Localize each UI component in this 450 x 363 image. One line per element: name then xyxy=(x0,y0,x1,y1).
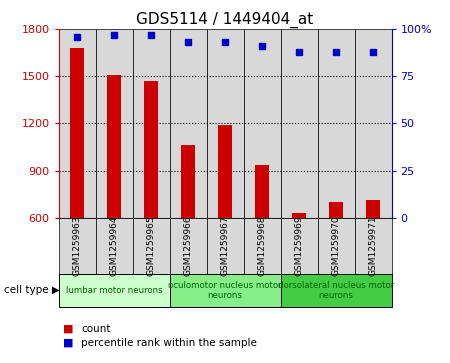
Bar xyxy=(70,48,85,218)
Text: oculomotor nucleus motor
neurons: oculomotor nucleus motor neurons xyxy=(168,281,282,300)
Text: count: count xyxy=(81,323,111,334)
Bar xyxy=(365,200,380,218)
Bar xyxy=(255,165,270,218)
Bar xyxy=(132,29,170,218)
Title: GDS5114 / 1449404_at: GDS5114 / 1449404_at xyxy=(136,12,314,28)
Text: GSM1259970: GSM1259970 xyxy=(332,216,341,276)
Text: lumbar motor neurons: lumbar motor neurons xyxy=(66,286,162,295)
Text: GSM1259965: GSM1259965 xyxy=(147,216,156,276)
Bar xyxy=(292,213,306,218)
Bar xyxy=(243,29,280,218)
Text: cell type ▶: cell type ▶ xyxy=(4,285,60,295)
Text: dorsolateral nucleus motor
neurons: dorsolateral nucleus motor neurons xyxy=(278,281,394,300)
Text: GSM1259971: GSM1259971 xyxy=(369,216,378,276)
Bar xyxy=(218,125,232,218)
Bar xyxy=(170,29,207,218)
Text: GSM1259968: GSM1259968 xyxy=(257,216,266,276)
Text: GSM1259964: GSM1259964 xyxy=(109,216,118,276)
Text: GSM1259966: GSM1259966 xyxy=(184,216,193,276)
Text: GSM1259963: GSM1259963 xyxy=(72,216,81,276)
Bar xyxy=(207,29,243,218)
Text: GSM1259967: GSM1259967 xyxy=(220,216,230,276)
Bar xyxy=(355,29,392,218)
Text: ■: ■ xyxy=(63,323,73,334)
Bar xyxy=(95,29,132,218)
Bar xyxy=(180,146,195,218)
Bar xyxy=(58,29,95,218)
Bar xyxy=(328,202,343,218)
Bar xyxy=(144,81,158,218)
Text: percentile rank within the sample: percentile rank within the sample xyxy=(81,338,257,348)
Bar xyxy=(318,29,355,218)
Bar xyxy=(280,29,318,218)
Bar xyxy=(107,75,122,218)
Text: GSM1259969: GSM1259969 xyxy=(294,216,303,276)
Text: ■: ■ xyxy=(63,338,73,348)
